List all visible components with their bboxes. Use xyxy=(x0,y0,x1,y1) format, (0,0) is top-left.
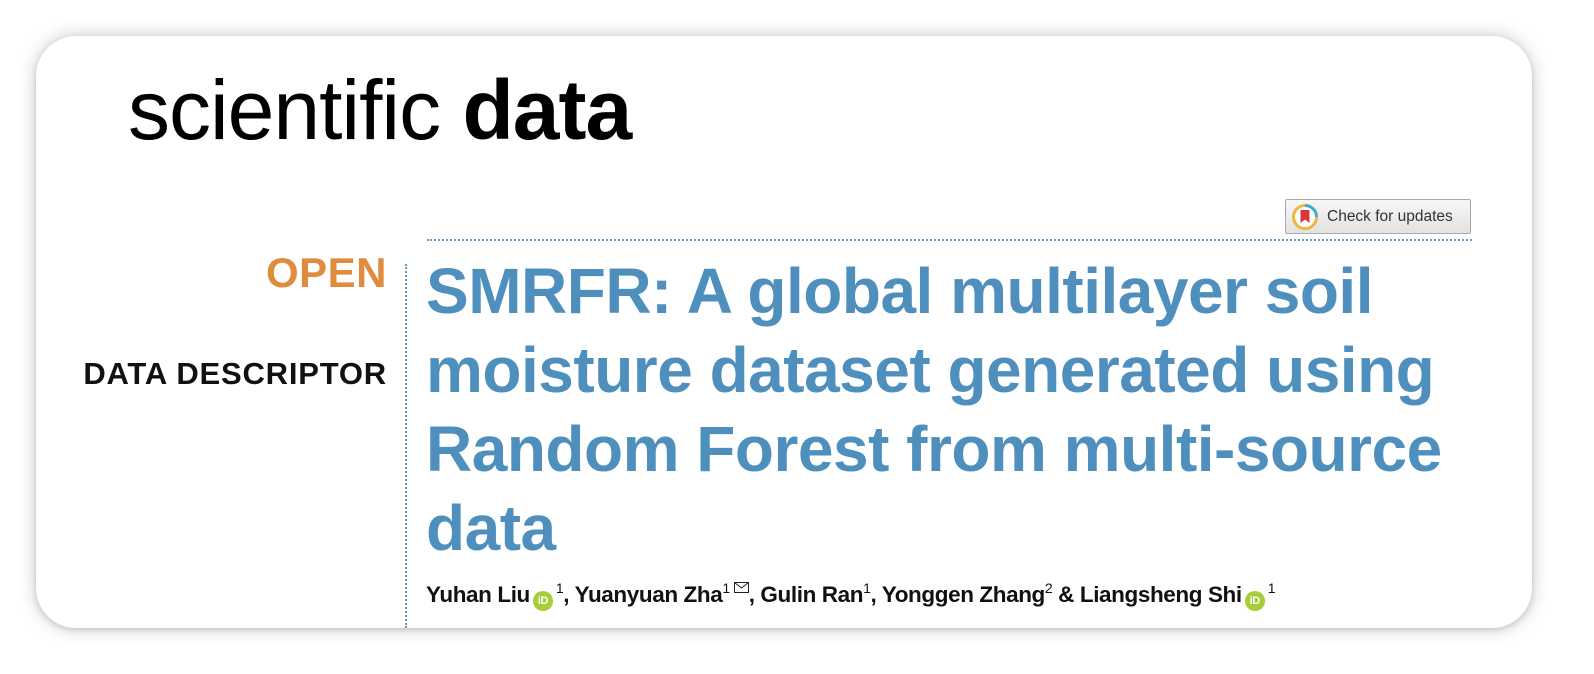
affiliation-marker[interactable]: 1 xyxy=(1267,580,1276,596)
affiliation-marker[interactable]: 1 xyxy=(863,580,871,596)
author-name[interactable]: Liangsheng Shi xyxy=(1079,582,1242,607)
author-name[interactable]: Yuhan Liu xyxy=(426,582,530,607)
check-for-updates-label: Check for updates xyxy=(1327,207,1453,225)
journal-name-bold: data xyxy=(462,63,632,157)
article-header-card: scientific data Check for updates OPEN D… xyxy=(36,36,1532,628)
title-top-rule xyxy=(427,239,1472,241)
article-title: SMRFR: A global multilayer soil moisture… xyxy=(426,255,1442,564)
author-separator: , xyxy=(870,582,882,607)
orcid-icon[interactable]: iD xyxy=(532,591,553,611)
author-name[interactable]: Gulin Ran xyxy=(760,582,864,607)
affiliation-marker[interactable]: 2 xyxy=(1044,580,1053,596)
author-separator: & xyxy=(1052,582,1080,607)
author-separator: , xyxy=(748,582,761,607)
article-type-label: DATA DESCRIPTOR xyxy=(83,356,387,391)
author-separator: , xyxy=(563,582,575,607)
orcid-icon[interactable]: iD xyxy=(1244,591,1265,611)
author-list: Yuhan Liu iD1, Yuanyuan Zha1, Gulin Ran1,… xyxy=(426,580,1276,611)
author-4[interactable]: Yonggen Zhang2 & xyxy=(881,580,1080,607)
author-name[interactable]: Yonggen Zhang xyxy=(881,582,1046,607)
email-icon[interactable] xyxy=(733,582,749,593)
author-1[interactable]: Yuhan Liu iD1, xyxy=(426,580,575,611)
crossmark-icon xyxy=(1292,203,1318,230)
author-name[interactable]: Yuanyuan Zha xyxy=(574,582,723,607)
open-access-label: OPEN xyxy=(265,249,387,296)
affiliation-marker[interactable]: 1 xyxy=(722,580,730,596)
author-3[interactable]: Gulin Ran1, xyxy=(760,580,882,607)
journal-name-light: scientific xyxy=(128,63,441,157)
affiliation-marker[interactable]: 1 xyxy=(555,580,564,596)
author-5[interactable]: Liangsheng Shi iD1 xyxy=(1079,580,1276,611)
journal-logo[interactable]: scientific data xyxy=(128,63,632,157)
check-for-updates-button[interactable]: Check for updates xyxy=(1285,199,1471,234)
author-2[interactable]: Yuanyuan Zha1, xyxy=(574,580,761,607)
title-side-rule xyxy=(405,264,407,628)
